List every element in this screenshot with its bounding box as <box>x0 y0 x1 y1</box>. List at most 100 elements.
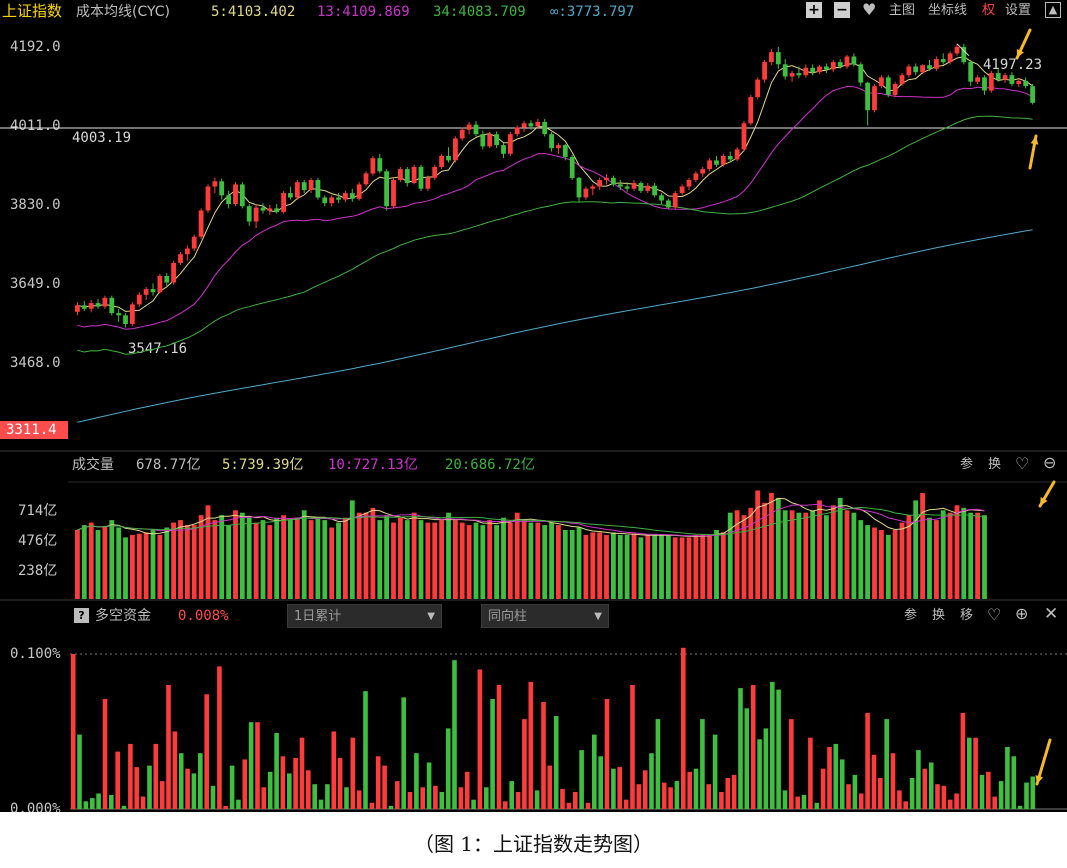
zoom-in-icon[interactable]: + <box>806 2 822 18</box>
fund-bar <box>979 774 985 809</box>
volume-bar <box>150 530 156 599</box>
fund-zoom-icon[interactable]: ⊕ <box>1015 604 1029 623</box>
fund-bar <box>83 801 89 810</box>
candle-body <box>109 297 115 314</box>
volume-bar <box>425 522 431 599</box>
fund-bar <box>967 737 972 809</box>
fund-bar <box>299 737 305 809</box>
ma34-value: 34:4083.709 <box>433 4 526 20</box>
candle-body <box>274 208 280 212</box>
period-select[interactable]: 1日累计 ▼ <box>287 604 442 628</box>
volume-bar <box>920 493 925 599</box>
volume-bar <box>521 520 527 599</box>
candle-body <box>803 67 809 76</box>
fund-bar <box>642 770 648 810</box>
indicator-name[interactable]: 成本均线(CYC) <box>76 4 171 20</box>
price-tick-4011: 4011.0 <box>10 118 61 134</box>
fund-bar <box>229 765 235 809</box>
volume-switch-button[interactable]: 换 <box>988 457 1002 472</box>
candle-body <box>975 77 980 82</box>
ma5-value: 5:4103.402 <box>211 4 296 20</box>
volume-bar <box>322 520 328 599</box>
candle-body <box>88 303 94 309</box>
volume-bar <box>501 517 506 599</box>
fund-bar <box>477 669 483 809</box>
fund-bar <box>267 771 273 809</box>
fund-bar <box>630 685 635 809</box>
candle-body <box>191 236 197 249</box>
volume-bar <box>549 522 554 599</box>
fund-bar <box>960 712 966 809</box>
fund-bar <box>928 762 934 809</box>
fund-bar <box>172 731 178 809</box>
fund-bar <box>941 785 947 810</box>
fund-bar <box>649 753 654 809</box>
candle-body <box>590 186 596 189</box>
fund-bar <box>738 688 743 809</box>
volume-bar <box>569 530 575 599</box>
candle-body <box>123 315 128 324</box>
fund-move-button[interactable]: 移 <box>960 608 974 623</box>
fund-bar <box>986 771 991 809</box>
volume-bar <box>81 525 87 599</box>
candle-body <box>205 186 211 211</box>
candle-body <box>253 207 259 222</box>
mode-select-value: 同向柱 <box>488 609 528 624</box>
fund-bar <box>414 753 419 809</box>
fund-bar <box>687 771 692 809</box>
toolbar-rights-adjust[interactable]: 权 <box>982 3 996 18</box>
fund-bar <box>858 793 864 809</box>
candle-body <box>830 62 836 70</box>
volume-param-button[interactable]: 参 <box>960 457 974 472</box>
fund-close-icon[interactable]: ✕ <box>1044 604 1059 624</box>
heart-icon[interactable]: ♥ <box>862 0 877 19</box>
fund-switch-button[interactable]: 换 <box>932 608 946 623</box>
fund-bar <box>725 778 731 809</box>
fund-bar <box>90 798 95 809</box>
volume-ma5: 5:739.39亿 <box>222 457 304 473</box>
candle-body <box>1016 80 1022 84</box>
toolbar-settings[interactable]: 设置 <box>1005 3 1032 18</box>
candle-body <box>198 210 204 237</box>
candle-body <box>81 305 87 309</box>
volume-favorite-icon[interactable]: ♡ <box>1015 454 1030 473</box>
volume-bar <box>343 517 348 599</box>
volume-bar <box>212 520 218 599</box>
fund-bar <box>655 719 661 809</box>
volume-bar <box>143 532 149 599</box>
candle-body <box>617 184 623 187</box>
fund-bar <box>115 751 120 809</box>
volume-bar <box>590 532 596 599</box>
volume-bar <box>679 537 685 599</box>
help-icon[interactable]: ? <box>74 608 89 623</box>
volume-bar <box>597 532 603 599</box>
volume-bar <box>411 512 417 599</box>
candle-body <box>837 62 843 67</box>
fund-bar <box>248 722 254 809</box>
period-low-label: 3547.16 <box>128 341 188 357</box>
zoom-out-icon[interactable]: − <box>834 2 850 18</box>
volume-bar <box>123 537 128 599</box>
fund-bar <box>128 743 133 809</box>
volume-ma5-line <box>77 497 985 537</box>
index-name[interactable]: 上证指数 <box>2 2 63 20</box>
volume-bar <box>652 534 657 599</box>
volume-zoom-icon[interactable]: ⊖ <box>1043 453 1057 472</box>
candle-body <box>164 276 170 283</box>
fund-param-button[interactable]: 参 <box>904 608 918 623</box>
expand-icon[interactable]: ▲ <box>1045 2 1061 18</box>
fund-bar <box>541 702 546 809</box>
fund-favorite-icon[interactable]: ♡ <box>987 605 1002 624</box>
candle-body <box>762 62 767 80</box>
volume-bar <box>954 505 960 599</box>
toolbar-coordinate-line[interactable]: 坐标线 <box>928 3 968 18</box>
candle-body <box>494 134 499 146</box>
arrow-annotation-icon <box>1035 738 1052 786</box>
candle-body <box>995 73 1001 80</box>
fund-bar <box>325 784 330 809</box>
fund-bar <box>490 699 495 809</box>
mode-select[interactable]: 同向柱 ▼ <box>481 604 609 628</box>
candle-body <box>501 145 506 154</box>
volume-bar <box>700 534 706 599</box>
toolbar-main-chart[interactable]: 主图 <box>889 3 916 18</box>
